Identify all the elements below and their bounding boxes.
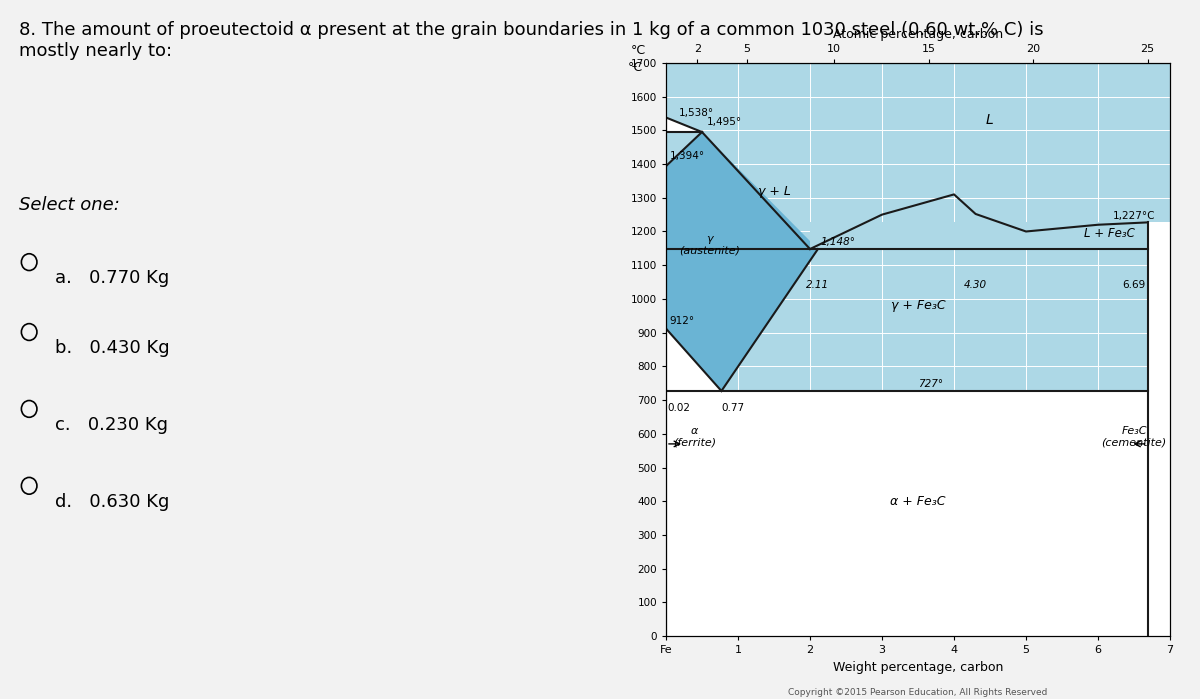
Text: L + Fe₃C: L + Fe₃C [1084,226,1134,240]
Polygon shape [1147,222,1170,636]
Text: Copyright ©2015 Pearson Education, All Rights Reserved: Copyright ©2015 Pearson Education, All R… [788,688,1048,697]
Polygon shape [666,132,818,391]
Text: γ + L: γ + L [757,185,791,198]
Text: Select one:: Select one: [19,196,120,214]
Polygon shape [666,329,721,636]
X-axis label: Weight percentage, carbon: Weight percentage, carbon [833,661,1003,674]
Y-axis label: °C: °C [628,62,643,74]
Text: 1,495°: 1,495° [707,117,742,127]
Text: 727°: 727° [918,380,943,389]
Text: 1,394°: 1,394° [670,151,704,161]
Text: Fe₃C
(cementite): Fe₃C (cementite) [1102,426,1166,448]
Text: °C: °C [631,44,646,57]
Text: 0.02: 0.02 [667,403,690,413]
Polygon shape [810,222,1147,249]
Text: L: L [986,113,994,127]
Text: c.   0.230 Kg: c. 0.230 Kg [55,416,168,434]
Text: 1,148°: 1,148° [821,238,856,247]
Text: α
(ferrite): α (ferrite) [673,426,716,448]
Text: d.   0.630 Kg: d. 0.630 Kg [55,493,169,511]
Polygon shape [666,391,1147,636]
Text: 4.30: 4.30 [964,280,988,290]
Text: 1,227°C: 1,227°C [1112,210,1154,221]
Text: b.   0.430 Kg: b. 0.430 Kg [55,339,169,357]
Text: 6.69: 6.69 [1122,280,1146,290]
X-axis label: Atomic percentage, carbon: Atomic percentage, carbon [833,29,1003,41]
Polygon shape [666,117,702,132]
Text: γ + Fe₃C: γ + Fe₃C [890,299,946,312]
Text: γ
(austenite): γ (austenite) [679,234,739,256]
Text: 2.11: 2.11 [806,280,829,290]
Text: 912°: 912° [670,316,695,326]
Text: a.   0.770 Kg: a. 0.770 Kg [55,269,169,287]
Text: 0.77: 0.77 [721,403,744,413]
Text: 1,538°: 1,538° [679,108,714,117]
Text: 8. The amount of proeutectoid α present at the grain boundaries in 1 kg of a com: 8. The amount of proeutectoid α present … [19,21,1044,60]
Text: α + Fe₃C: α + Fe₃C [890,495,946,507]
